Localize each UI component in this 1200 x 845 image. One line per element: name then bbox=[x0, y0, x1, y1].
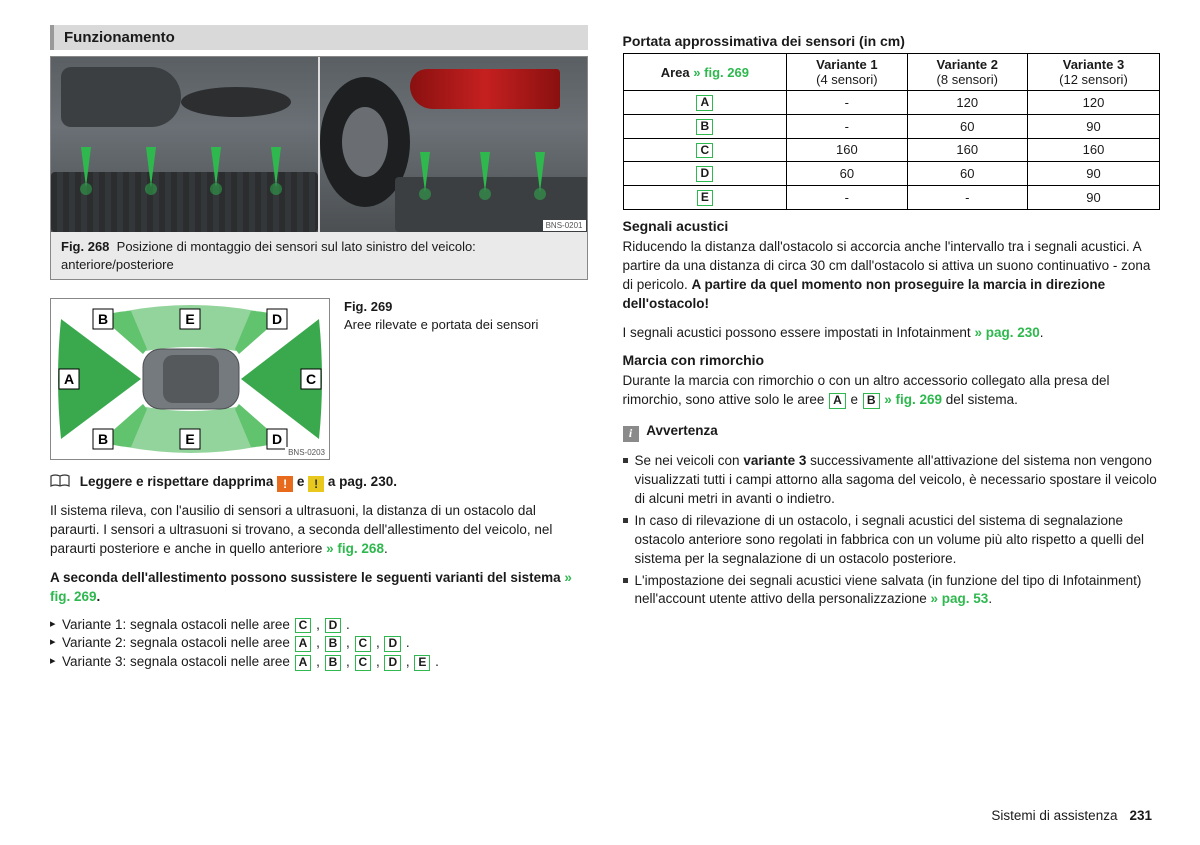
para-system-description: Il sistema rileva, con l'ausilio di sens… bbox=[50, 502, 588, 559]
svg-text:B: B bbox=[98, 311, 108, 327]
sensor-range-table: Area » fig. 269 Variante 1(4 sensori) Va… bbox=[623, 53, 1161, 210]
warning-item: L'impostazione dei segnali acustici vien… bbox=[623, 572, 1161, 610]
variants-list: Variante 1: segnala ostacoli nelle aree … bbox=[50, 617, 588, 671]
fig269-code: BNS-0203 bbox=[285, 447, 328, 458]
table-title: Portata approssimativa dei sensori (in c… bbox=[623, 33, 1161, 49]
svg-text:E: E bbox=[185, 431, 194, 447]
read-first-line: Leggere e rispettare dapprima ! e ! a pa… bbox=[50, 474, 588, 492]
fig268-front-photo bbox=[51, 57, 320, 232]
th-v2: Variante 2(8 sensori) bbox=[907, 54, 1027, 91]
fig268: BNS-0201 Fig. 268 Posizione di montaggio… bbox=[50, 56, 588, 280]
th-v3: Variante 3(12 sensori) bbox=[1027, 54, 1159, 91]
info-icon: i bbox=[623, 426, 639, 442]
table-row: B-6090 bbox=[623, 114, 1160, 138]
trailer-body: Durante la marcia con rimorchio o con un… bbox=[623, 372, 1161, 410]
trailer-heading: Marcia con rimorchio bbox=[623, 352, 1161, 368]
svg-text:A: A bbox=[64, 371, 74, 387]
page-footer: Sistemi di assistenza231 bbox=[991, 808, 1152, 823]
warning-list: Se nei veicoli con variante 3 successiva… bbox=[623, 452, 1161, 609]
fig269-caption: Fig. 269 Aree rilevate e portata dei sen… bbox=[344, 298, 588, 460]
svg-text:E: E bbox=[185, 311, 194, 327]
left-column: Funzionamento bbox=[50, 25, 588, 673]
svg-text:C: C bbox=[306, 371, 316, 387]
fig268-caption: Fig. 268 Posizione di montaggio dei sens… bbox=[51, 232, 587, 279]
svg-text:D: D bbox=[272, 311, 282, 327]
acoustic-infotainment: I segnali acustici possono essere impost… bbox=[623, 324, 1161, 343]
warning-icon: ! bbox=[277, 476, 293, 492]
variant-item: Variante 3: segnala ostacoli nelle aree … bbox=[50, 654, 588, 671]
para-variants-intro: A seconda dell'allestimento possono suss… bbox=[50, 569, 588, 607]
table-row: A-120120 bbox=[623, 91, 1160, 115]
fig268-rear-photo bbox=[320, 57, 587, 232]
warning-heading: i Avvertenza bbox=[623, 422, 1161, 442]
book-icon bbox=[50, 474, 70, 491]
fig268-code: BNS-0201 bbox=[543, 220, 586, 231]
variant-item: Variante 2: segnala ostacoli nelle aree … bbox=[50, 635, 588, 652]
svg-text:B: B bbox=[98, 431, 108, 447]
svg-text:D: D bbox=[272, 431, 282, 447]
table-row: D606090 bbox=[623, 162, 1160, 186]
th-area: Area » fig. 269 bbox=[623, 54, 787, 91]
caution-icon: ! bbox=[308, 476, 324, 492]
th-v1: Variante 1(4 sensori) bbox=[787, 54, 907, 91]
acoustic-heading: Segnali acustici bbox=[623, 218, 1161, 234]
acoustic-body: Riducendo la distanza dall'ostacolo si a… bbox=[623, 238, 1161, 314]
warning-item: Se nei veicoli con variante 3 successiva… bbox=[623, 452, 1161, 509]
warning-item: In caso di rilevazione di un ostacolo, i… bbox=[623, 512, 1161, 569]
table-row: E--90 bbox=[623, 186, 1160, 210]
table-row: C160160160 bbox=[623, 138, 1160, 162]
fig269-diagram: A C B B D D E E BNS-0203 bbox=[50, 298, 330, 460]
right-column: Portata approssimativa dei sensori (in c… bbox=[623, 25, 1161, 673]
section-header: Funzionamento bbox=[50, 25, 588, 50]
variant-item: Variante 1: segnala ostacoli nelle aree … bbox=[50, 617, 588, 634]
